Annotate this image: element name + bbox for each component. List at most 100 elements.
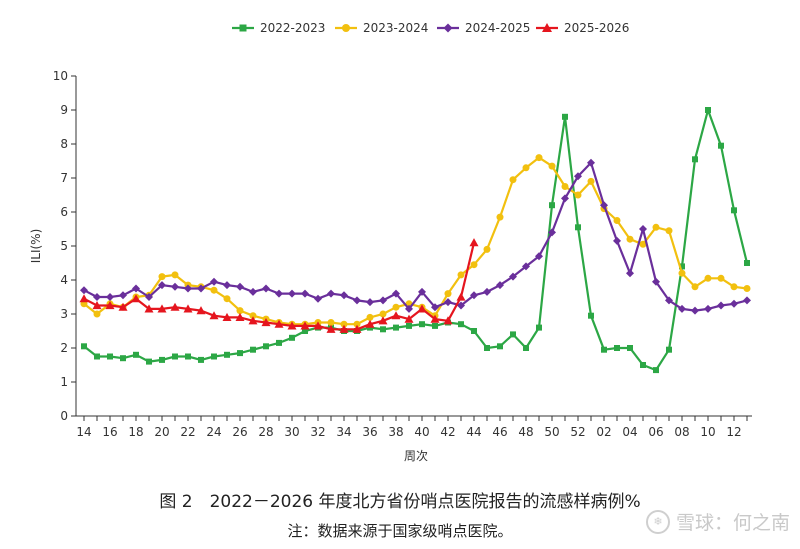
x-tick-label: 06: [648, 425, 663, 439]
data-point: [327, 319, 335, 326]
data-point: [535, 154, 543, 162]
data-point: [353, 320, 361, 328]
series-line: [83, 242, 476, 331]
data-point: [548, 228, 556, 237]
figure-caption-title: 图 2 2022－2026 年度北方省份哨点医院报告的流感样病例%: [159, 492, 641, 512]
data-point: [549, 202, 555, 209]
data-point: [118, 302, 128, 311]
data-point: [289, 334, 295, 341]
y-tick-label: 9: [60, 103, 68, 117]
data-point: [717, 301, 725, 310]
data-point: [391, 311, 401, 320]
data-point: [731, 207, 737, 214]
data-point: [378, 316, 388, 325]
snowball-icon: ❄: [645, 509, 670, 534]
data-point: [366, 313, 374, 321]
y-tick-label: 4: [60, 273, 68, 287]
data-point: [483, 245, 491, 253]
data-point: [443, 316, 453, 325]
x-tick-label: 12: [726, 425, 741, 439]
x-tick-label: 48: [518, 425, 533, 439]
data-point: [380, 326, 386, 333]
data-point: [313, 321, 323, 330]
data-point: [704, 274, 712, 282]
data-point: [275, 289, 283, 298]
data-point: [497, 343, 503, 350]
data-point: [744, 260, 750, 266]
x-tick-label: 10: [700, 425, 715, 439]
data-point: [496, 281, 504, 290]
data-point: [522, 262, 530, 271]
watermark-text: 雪球：何之南: [675, 512, 790, 534]
data-point: [626, 269, 634, 278]
x-tick-label: 36: [362, 425, 377, 439]
data-point: [626, 235, 634, 243]
watermark: ❄ 雪球：何之南: [645, 508, 790, 535]
x-tick-label: 02: [596, 425, 611, 439]
series-layer: [79, 107, 751, 374]
y-axis-title: ILI(%): [29, 229, 43, 264]
data-point: [326, 324, 336, 333]
data-point: [300, 321, 310, 330]
data-point: [509, 272, 517, 281]
data-point: [379, 296, 387, 305]
data-point: [652, 277, 660, 286]
data-point: [119, 291, 127, 300]
data-point: [561, 194, 569, 203]
data-point: [665, 227, 673, 235]
data-point: [730, 299, 738, 308]
legend-item-2024-2025: 2024-2025: [437, 21, 530, 35]
data-point: [366, 298, 374, 307]
series-line: [83, 156, 748, 326]
x-tick-label: 04: [622, 425, 637, 439]
x-tick-label: 44: [466, 425, 481, 439]
x-tick-label: 30: [284, 425, 299, 439]
data-point: [262, 284, 270, 293]
x-tick-label: 52: [570, 425, 585, 439]
data-point: [510, 331, 516, 338]
figure-caption-note: 注：数据来源于国家级哨点医院。: [287, 522, 513, 540]
data-point: [80, 286, 88, 295]
data-point: [743, 285, 751, 292]
ili-line-chart: 2022-2023 2023-2024 2024-2025 2025-2026 012…: [29, 21, 752, 463]
data-point: [365, 319, 375, 328]
data-point: [469, 238, 479, 247]
data-point: [679, 263, 685, 270]
data-point: [588, 312, 594, 319]
data-point: [665, 296, 673, 305]
data-point: [575, 224, 581, 231]
data-point: [106, 293, 114, 301]
data-point: [198, 356, 204, 363]
data-point: [717, 274, 725, 282]
data-point: [417, 304, 427, 313]
y-tick-label: 2: [60, 341, 68, 355]
legend-item-2025-2026: 2025-2026: [536, 21, 629, 35]
legend-label: 2022-2023: [260, 21, 325, 35]
data-point: [288, 289, 296, 298]
data-point: [171, 271, 179, 279]
data-point: [574, 172, 582, 181]
data-point: [132, 284, 140, 293]
data-point: [158, 281, 166, 290]
data-point: [392, 289, 400, 298]
data-point: [248, 316, 258, 325]
series-2023-2024: [80, 154, 751, 328]
series-line: [83, 108, 749, 372]
data-point: [691, 306, 699, 315]
data-point: [222, 312, 232, 321]
data-point: [614, 345, 620, 351]
data-point: [276, 339, 282, 346]
data-point: [627, 345, 633, 351]
y-tick-label: 10: [53, 69, 68, 83]
y-tick-label: 3: [60, 307, 68, 321]
data-point: [470, 261, 478, 269]
data-point: [196, 306, 206, 315]
data-point: [340, 320, 348, 328]
data-point: [406, 322, 412, 329]
data-point: [172, 353, 178, 360]
y-tick-label: 0: [60, 409, 68, 423]
x-tick-label: 40: [414, 425, 429, 439]
data-point: [418, 287, 426, 296]
data-point: [92, 301, 102, 310]
